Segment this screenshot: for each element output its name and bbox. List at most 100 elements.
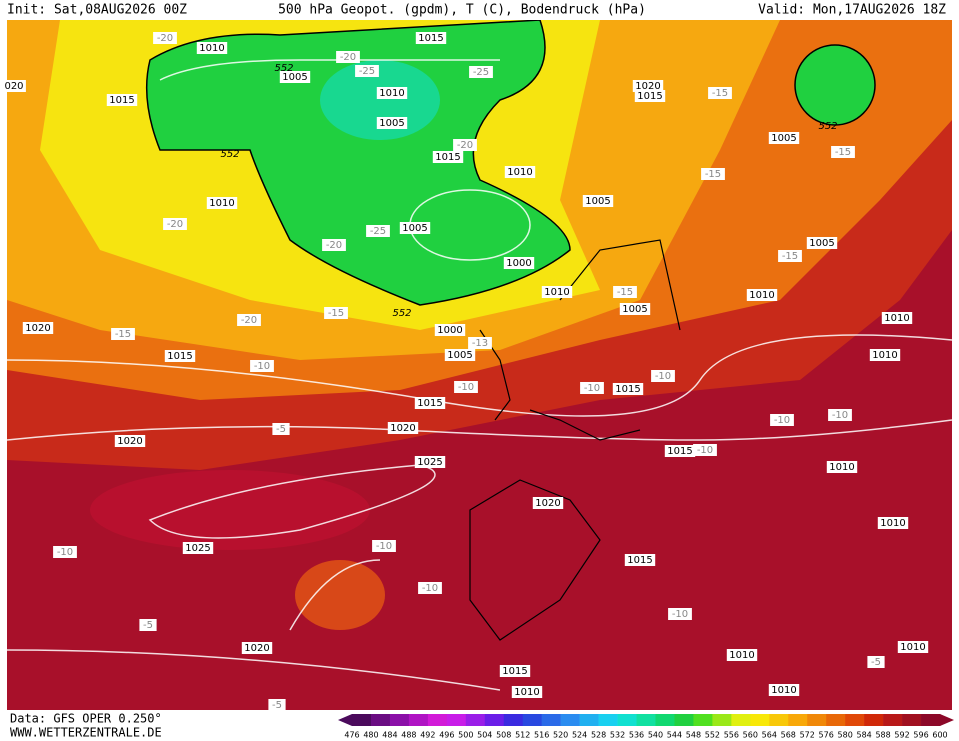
colorbar-label: 584 <box>856 731 871 740</box>
colorbar-swatch <box>617 714 637 726</box>
pressure-label: 1010 <box>199 43 224 54</box>
pressure-label: 1005 <box>447 350 472 361</box>
height-label: 552 <box>818 121 837 132</box>
pressure-label-box <box>632 80 664 92</box>
map-labels: 1010 1015 1005 1010 1005 1015 1010 1015 1010 1005… <box>2 32 929 711</box>
pressure-label: 020 <box>4 81 23 92</box>
pressure-label: 1020 <box>117 436 142 447</box>
pressure-label-box <box>241 642 273 654</box>
isobars <box>6 59 953 691</box>
pressure-label-box <box>624 554 656 566</box>
pressure-label-box <box>414 397 446 409</box>
pressure-label-box <box>164 350 196 362</box>
pressure-label-box <box>768 132 800 144</box>
temperature-label: -10 <box>655 371 671 382</box>
temperature-label-box <box>580 382 604 394</box>
pressure-label: 1015 <box>435 152 460 163</box>
temperature-label: -10 <box>774 415 790 426</box>
temperature-label-box <box>336 51 360 63</box>
pressure-label: 1010 <box>829 462 854 473</box>
pressure-label-box <box>511 686 543 698</box>
temperature-label: -13 <box>472 338 488 349</box>
colorbar-label: 528 <box>591 731 606 740</box>
colorbar-label: 512 <box>515 731 530 740</box>
colorbar-label: 592 <box>894 731 909 740</box>
pressure-label: 1010 <box>544 287 569 298</box>
colorbar-label: 500 <box>458 731 473 740</box>
temperature-label-box <box>701 168 725 180</box>
pressure-label-box <box>444 349 476 361</box>
colorbar-label: 496 <box>439 731 454 740</box>
colorbar-swatch <box>693 714 713 726</box>
colorbar-swatch <box>370 714 391 726</box>
colorbar-swatch <box>598 714 618 726</box>
pressure-label-box <box>897 641 929 653</box>
pressure-label-box <box>726 649 758 661</box>
height-label: 552 <box>392 308 411 319</box>
colorbar-swatch <box>902 714 922 726</box>
pressure-label: 1010 <box>872 350 897 361</box>
pressure-label: 1010 <box>884 313 909 324</box>
pressure-label: 1010 <box>729 650 754 661</box>
pressure-label-box <box>2 80 26 92</box>
temperature-label: -20 <box>340 52 356 63</box>
colorbar-label: 508 <box>496 731 511 740</box>
pressure-label-box <box>196 42 228 54</box>
colorbar-swatch <box>731 714 751 726</box>
pressure-label: 1010 <box>379 88 404 99</box>
temperature-label-box <box>250 360 274 372</box>
temperature-label: -25 <box>370 226 386 237</box>
valid-time: Valid: Mon,17AUG2026 18Z <box>758 3 946 18</box>
colorbar-label: 516 <box>534 731 549 740</box>
pressure-label: 1015 <box>167 351 192 362</box>
colorbar-label: 484 <box>382 731 397 740</box>
pressure-label: 1015 <box>637 91 662 102</box>
temperature-label-box <box>613 286 637 298</box>
pressure-label-box <box>768 684 800 696</box>
pressure-label: 1020 <box>635 81 660 92</box>
pressure-label-box <box>415 32 447 44</box>
temperature-label-box <box>693 444 717 456</box>
pressure-label: 1020 <box>390 423 415 434</box>
pressure-label-box <box>503 257 535 269</box>
temperature-label: -15 <box>712 88 728 99</box>
colorbar-label: 600 <box>932 731 947 740</box>
colorbar-label: 480 <box>363 731 378 740</box>
colorbar-swatch <box>788 714 808 726</box>
pressure-label: 1010 <box>880 518 905 529</box>
pressure-label: 1025 <box>417 457 442 468</box>
pressure-label-box <box>869 349 901 361</box>
colorbar: 476 480 484 488 492 496 500 504 508 512 516 520 524 5… <box>338 714 954 740</box>
field-band <box>145 19 571 306</box>
colorbar-label: 504 <box>477 731 492 740</box>
temperature-label: -5 <box>871 657 881 668</box>
temperature-label-box <box>372 540 396 552</box>
pressure-label: 1000 <box>437 325 462 336</box>
temperature-label: -20 <box>241 315 257 326</box>
coastlines <box>469 239 681 641</box>
temperature-label-box <box>139 619 157 631</box>
colorbar-label: 596 <box>913 731 928 740</box>
pressure-label: 1015 <box>502 666 527 677</box>
pressure-label-box <box>279 71 311 83</box>
temperature-label-box <box>468 337 492 349</box>
temperature-label: -20 <box>326 240 342 251</box>
temperature-label: -10 <box>376 541 392 552</box>
temperature-label-box <box>418 582 442 594</box>
map-title: 500 hPa Geopot. (gpdm), T (C), Bodendruc… <box>278 3 646 18</box>
pressure-label-box <box>499 665 531 677</box>
temperature-label-box <box>153 32 177 44</box>
pressure-label: 1010 <box>507 167 532 178</box>
pressure-label-box <box>877 517 909 529</box>
colorbar-swatch <box>636 714 656 726</box>
colorbar-swatch <box>579 714 599 726</box>
colorbar-swatch <box>465 714 486 726</box>
pressure-label-box <box>664 445 696 457</box>
colorbar-label: 564 <box>762 731 777 740</box>
temperature-label: -10 <box>254 361 270 372</box>
colorbar-label: 540 <box>648 731 663 740</box>
colorbar-swatch <box>503 714 524 726</box>
colorbar-label: 580 <box>838 731 853 740</box>
field-band <box>794 44 876 126</box>
pressure-label: 1015 <box>667 446 692 457</box>
